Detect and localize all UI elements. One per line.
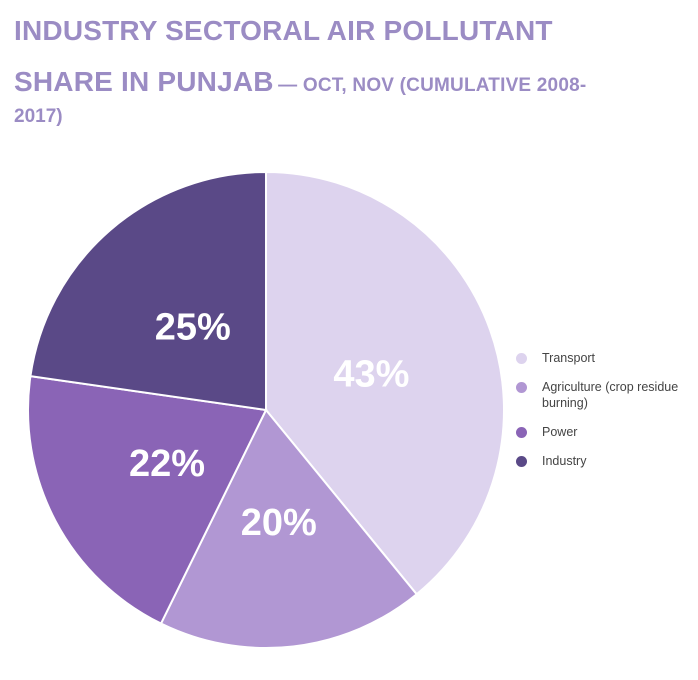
legend-swatch [516, 427, 527, 438]
legend-swatch [516, 353, 527, 364]
legend-label: Industry [542, 454, 587, 468]
legend-swatch [516, 382, 527, 393]
legend-item: Power [514, 424, 694, 440]
pie-slice-industry [29, 170, 267, 412]
pie-label-agriculture: 20% [241, 502, 317, 544]
legend-item: Industry [514, 453, 694, 469]
pie-slice-power [27, 374, 268, 625]
legend: Transport Agriculture (crop residue burni… [514, 350, 694, 482]
legend-item: Agriculture (crop residue burning) [514, 379, 694, 411]
chart-title-block: INDUSTRY SECTORAL AIR POLLUTANT SHARE IN… [14, 8, 654, 130]
chart-subtitle-line1: — OCT, NOV (CUMULATIVE 2008- [278, 75, 587, 96]
legend-label: Power [542, 425, 578, 439]
pie-label-transport: 43% [333, 353, 409, 395]
pie-slice-transport [265, 170, 505, 596]
legend-item: Transport [514, 350, 694, 366]
legend-swatch [516, 456, 527, 467]
pie-label-power: 22% [129, 443, 205, 485]
legend-label: Transport [542, 351, 596, 365]
pie-slice-agriculture [159, 408, 419, 649]
chart-subtitle-line2: 2017) [14, 106, 63, 127]
pie-label-industry: 25% [155, 306, 231, 348]
legend-label: Agriculture (crop residue burning) [542, 380, 679, 410]
chart-title: INDUSTRY SECTORAL AIR POLLUTANT SHARE IN… [14, 15, 553, 97]
